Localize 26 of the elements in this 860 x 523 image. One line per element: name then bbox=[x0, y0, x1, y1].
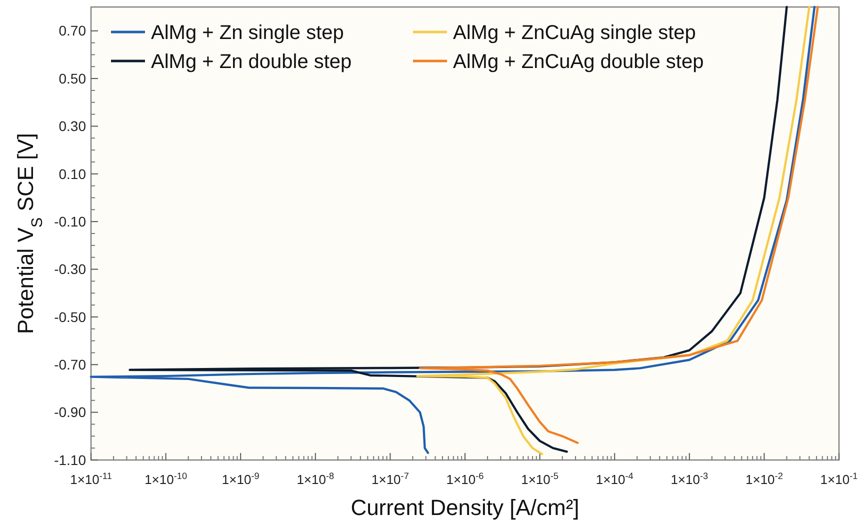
y-tick-label: -1.10 bbox=[54, 452, 86, 468]
x-tick-label: 1×10$^{-4}$ bbox=[596, 471, 634, 487]
y-tick-label: -0.30 bbox=[54, 261, 86, 278]
x-tick-label: 1×10$^{-11}$ bbox=[70, 471, 112, 487]
y-tick-label: -0.50 bbox=[54, 308, 86, 325]
legend-label: AlMg + ZnCuAg double step bbox=[453, 51, 704, 73]
x-tick-label: 1×10$^{-6}$ bbox=[446, 471, 484, 487]
x-tick-label: 1×10$^{-2}$ bbox=[746, 471, 783, 487]
x-tick-label: 1×10$^{-1}$ bbox=[820, 471, 858, 487]
y-tick-label: 0.70 bbox=[58, 22, 86, 39]
legend-label: AlMg + ZnCuAg single step bbox=[453, 22, 696, 44]
x-tick-label: 1×10$^{-8}$ bbox=[296, 471, 334, 487]
x-tick-label: 1×10$^{-9}$ bbox=[222, 471, 260, 487]
x-tick-label: 1×10$^{-7}$ bbox=[372, 471, 409, 487]
y-tick-label: -0.90 bbox=[54, 404, 86, 420]
x-tick-label: 1×10$^{-10}$ bbox=[144, 471, 188, 487]
x-tick-label: 1×10$^{-3}$ bbox=[670, 471, 708, 487]
x-axis-title: Current Density [A/cm²] bbox=[350, 495, 580, 520]
y-tick-label: -0.10 bbox=[54, 213, 86, 230]
legend-label: AlMg + Zn double step bbox=[151, 51, 352, 73]
y-tick-label: -0.70 bbox=[54, 356, 86, 373]
y-tick-label: 0.50 bbox=[58, 70, 86, 86]
x-tick-label: 1×10$^{-5}$ bbox=[521, 471, 558, 487]
legend-label: AlMg + Zn single step bbox=[151, 22, 344, 44]
y-tick-label: 0.10 bbox=[58, 166, 86, 182]
y-tick-label: 0.30 bbox=[58, 118, 86, 134]
